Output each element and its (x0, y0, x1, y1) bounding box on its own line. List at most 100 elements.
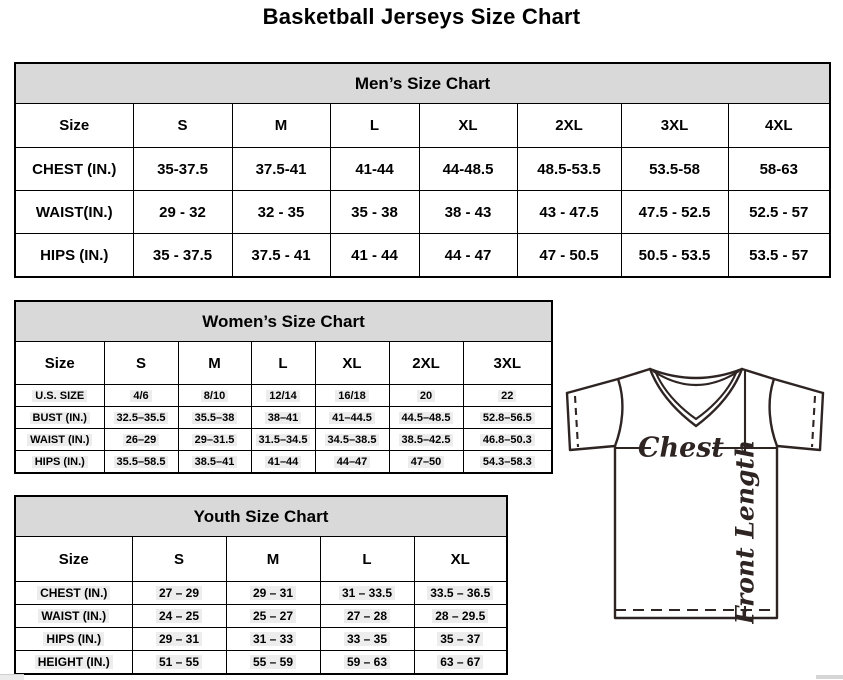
cell: 28 – 29.5 (413, 604, 508, 628)
cell-text: 38.5–41 (191, 455, 238, 468)
table-row: U.S. SIZE 4/6 8/10 12/14 16/18 20 22 (14, 384, 553, 407)
cell: 47 - 50.5 (516, 233, 622, 278)
cell: 47.5 - 52.5 (620, 190, 729, 234)
cell: 20 (388, 384, 464, 407)
column-header: Size (14, 103, 134, 148)
cell-text: BUST (IN.) (29, 411, 90, 424)
cell-text: 27 – 28 (343, 609, 391, 623)
cell-text: 33.5 – 36.5 (427, 586, 494, 600)
cell-text: 38.5–42.5 (398, 433, 454, 446)
cell-text: 44.5–48.5 (398, 411, 454, 424)
cell: 44 - 47 (418, 233, 518, 278)
cell: 24 – 25 (131, 604, 227, 628)
table-row: BUST (IN.) 32.5–35.5 35.5–38 38–41 41–44.5 44… (14, 406, 553, 429)
cell: 44.5–48.5 (388, 406, 464, 429)
cell: 52.5 - 57 (727, 190, 831, 234)
column-header: 4XL (727, 103, 831, 148)
cell-text: 63 – 67 (437, 655, 484, 669)
cell: 35.5–58.5 (103, 450, 179, 474)
cell: 43 - 47.5 (516, 190, 622, 234)
table-title: Youth Size Chart (14, 495, 508, 537)
jersey-vneck-inner (655, 372, 737, 421)
cell: 38 - 43 (418, 190, 518, 234)
jersey-collar-back-line (648, 367, 744, 380)
cell: 32.5–35.5 (103, 406, 179, 429)
cell-text: 44–47 (333, 455, 371, 468)
cell-text: 8/10 (200, 389, 229, 402)
cell: 35 – 37 (413, 627, 508, 651)
row-label: BUST (IN.) (14, 406, 105, 429)
cell: 31 – 33.5 (319, 581, 415, 605)
cell: 27 – 28 (319, 604, 415, 628)
cell-text: 4/6 (130, 389, 152, 402)
cell: 31 – 33 (225, 627, 321, 651)
cell-text: 55 – 59 (249, 655, 297, 669)
header-row: Size S M L XL (14, 536, 508, 582)
scrollbar-fragment-left[interactable] (0, 674, 24, 680)
cell: 22 (462, 384, 553, 407)
column-header: S (103, 341, 179, 385)
cell-text: 59 – 63 (343, 655, 391, 669)
table-row: HEIGHT (IN.) 51 – 55 55 – 59 59 – 63 63 – 67 (14, 650, 508, 675)
column-header: 3XL (462, 341, 553, 385)
cell-text: 12/14 (266, 389, 300, 402)
table-row: HIPS (IN.) 35.5–58.5 38.5–41 41–44 44–47 47–5… (14, 450, 553, 474)
cell: 53.5 - 57 (727, 233, 831, 278)
cell-text: 16/18 (335, 389, 369, 402)
column-header: S (131, 536, 227, 582)
cell: 53.5-58 (620, 147, 729, 191)
cell: 41-44 (329, 147, 420, 191)
cell: 29–31.5 (177, 428, 252, 451)
cell: 55 – 59 (225, 650, 321, 675)
cell: 54.3–58.3 (462, 450, 553, 474)
cell-text: 31 – 33.5 (338, 586, 396, 600)
cell-text: 29–31.5 (191, 433, 238, 446)
column-header: Size (14, 536, 133, 582)
cell: 35 - 38 (329, 190, 420, 234)
front-length-measure-label: Front Length (731, 440, 760, 624)
cell-text: 28 – 29.5 (432, 609, 489, 623)
table-row: HIPS (IN.) 29 – 31 31 – 33 33 – 35 35 – 37 (14, 627, 508, 651)
cell: 35 - 37.5 (132, 233, 233, 278)
cell: 34.5–38.5 (314, 428, 390, 451)
cell: 38.5–42.5 (388, 428, 464, 451)
jersey-right-arm-seam (768, 377, 779, 448)
row-label: HIPS (IN.) (14, 450, 105, 474)
column-header: M (225, 536, 321, 582)
men-size-table: Men’s Size Chart Size S M L XL 2XL 3XL 4XL CHEST … (14, 62, 832, 278)
scrollbar-fragment-right[interactable] (816, 675, 843, 679)
cell: 29 – 31 (131, 627, 227, 651)
cell: 44–47 (314, 450, 390, 474)
column-header: Size (14, 341, 105, 385)
cell-text: 35.5–58.5 (113, 455, 169, 468)
cell-text: 35.5–38 (191, 411, 238, 424)
chest-measure-label: Chest (638, 433, 724, 464)
cell-text: 52.8–56.5 (479, 411, 535, 424)
cell: 52.8–56.5 (462, 406, 553, 429)
header-row: Size S M L XL 2XL 3XL (14, 341, 553, 385)
row-label: WAIST (IN.) (14, 604, 133, 628)
jersey-collar-inner-line (652, 370, 740, 387)
cell: 46.8–50.3 (462, 428, 553, 451)
cell-text: 54.3–58.3 (479, 455, 535, 468)
row-label: CHEST (IN.) (14, 147, 134, 191)
cell-text: 34.5–38.5 (324, 433, 380, 446)
row-label: WAIST (IN.) (14, 428, 105, 451)
jersey-left-shoulder (565, 367, 652, 395)
jersey-right-shoulder (740, 367, 825, 395)
column-header: 2XL (388, 341, 464, 385)
column-header: M (231, 103, 331, 148)
cell: 44-48.5 (418, 147, 518, 191)
cell: 35.5–38 (177, 406, 252, 429)
cell-text: 20 (416, 389, 436, 402)
cell-text: WAIST (IN.) (27, 433, 93, 446)
cell: 25 – 27 (225, 604, 321, 628)
cell: 8/10 (177, 384, 252, 407)
cell: 26–29 (103, 428, 179, 451)
column-header: XL (314, 341, 390, 385)
cell-text: HIPS (IN.) (31, 455, 88, 468)
cell-text: 22 (498, 389, 517, 402)
cell-text: 24 – 25 (155, 609, 203, 623)
jersey-left-arm-seam (613, 377, 624, 448)
cell: 41–44.5 (314, 406, 390, 429)
